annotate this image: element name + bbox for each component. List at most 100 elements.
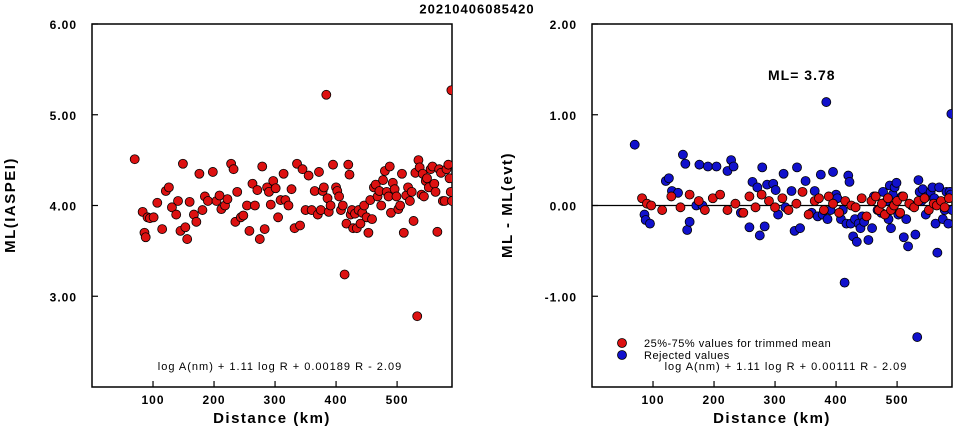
right-data-point-rejected (786, 186, 797, 196)
left-data-point (152, 197, 163, 208)
left-y-tick-label: 3.00 (50, 290, 77, 304)
right-data-point-rejected (828, 167, 838, 177)
right-data-point-rejected (886, 223, 896, 234)
left-data-point (339, 269, 350, 280)
left-data-point (207, 167, 218, 177)
left-data-point (182, 234, 193, 244)
right-data-point-trimmed (861, 211, 872, 222)
left-data-point (244, 226, 255, 236)
legend-label-rejected: Rejected values (644, 350, 730, 362)
right-data-point-rejected (863, 235, 874, 245)
right-data-point-rejected (682, 225, 693, 235)
left-data-point (295, 220, 305, 231)
left-x-tick-label: 200 (203, 393, 226, 407)
right-data-point-trimmed (699, 205, 710, 215)
right-data-point-trimmed (895, 207, 906, 218)
right-data-point-rejected (867, 223, 877, 234)
right-data-point-trimmed (850, 202, 861, 213)
left-data-point (443, 159, 452, 170)
right-data-point-trimmed (803, 209, 814, 220)
right-data-point-trimmed (783, 205, 794, 215)
left-data-point (148, 212, 159, 223)
left-data-point (447, 196, 452, 206)
left-data-point (180, 222, 191, 233)
right-data-point-trimmed (770, 202, 780, 213)
left-data-point (321, 89, 332, 100)
left-formula: log A(nm) + 1.11 log R + 0.00189 R - 2.0… (158, 361, 402, 373)
left-y-axis-label: ML(IASPEI) (2, 157, 19, 253)
right-data-point-rejected (680, 158, 691, 169)
left-data-point (278, 168, 289, 179)
right-data-point-rejected (903, 241, 913, 252)
right-data-point-trimmed (730, 198, 741, 209)
right-data-point-trimmed (715, 189, 726, 200)
right-data-point-trimmed (823, 191, 834, 202)
right-data-point-trimmed (876, 198, 887, 209)
right-data-point-trimmed (738, 207, 749, 218)
right-x-tick-label: 400 (825, 393, 848, 407)
right-data-point-rejected (694, 159, 705, 170)
right-data-point-rejected (759, 221, 770, 232)
right-data-point-trimmed (818, 205, 829, 215)
right-data-point-rejected (645, 218, 655, 229)
right-x-tick-label: 500 (886, 393, 909, 407)
right-y-tick-label: -1.00 (545, 290, 577, 304)
right-data-point-rejected (770, 185, 781, 195)
left-panel: 100 200 300 400 500 3.00 4.00 5.00 6.00 log A(nm… (2, 18, 453, 427)
left-data-point (384, 161, 395, 172)
left-y-tick-label: 4.00 (50, 200, 77, 214)
left-data-point (252, 185, 263, 195)
left-data-point (315, 205, 326, 215)
right-data-point-rejected (684, 216, 695, 227)
left-data-point (129, 154, 140, 165)
left-data-point (157, 224, 168, 234)
right-data-point-trimmed (944, 193, 952, 204)
right-data-point-rejected (800, 176, 811, 186)
legend-label-trimmed: 25%-75% values for trimmed mean (644, 338, 831, 350)
right-data-point-trimmed (828, 198, 838, 209)
right-panel: 100 200 300 400 500 -1.00 0.00 1.00 2.00 ML= 3.7… (499, 18, 953, 427)
right-data-point-trimmed (919, 193, 930, 204)
left-data-point (173, 196, 183, 206)
right-data-point-trimmed (870, 191, 881, 202)
left-data-point (270, 183, 281, 194)
right-data-point-trimmed (856, 193, 867, 204)
right-data-point-rejected (839, 277, 850, 288)
figure-title: 20210406085420 (419, 1, 534, 16)
left-data-point (376, 200, 387, 211)
right-data-point-trimmed (814, 193, 824, 204)
left-data-point (344, 169, 355, 180)
left-data-point (197, 205, 208, 215)
right-data-point-trimmed (693, 196, 704, 206)
left-data-point (228, 164, 239, 175)
left-data-point (429, 178, 440, 189)
right-data-point-rejected (678, 149, 688, 160)
left-data-point (367, 214, 377, 225)
right-x-tick-label: 100 (642, 393, 665, 407)
left-data-point (412, 311, 423, 322)
right-data-point-rejected (910, 229, 921, 240)
left-x-tick-label: 300 (264, 393, 287, 407)
left-data-point (395, 200, 406, 211)
left-data-point (359, 200, 370, 211)
right-data-point-rejected (930, 218, 941, 229)
left-data-point (318, 182, 329, 193)
right-data-point-rejected (901, 214, 912, 225)
legend-marker-rejected (617, 350, 627, 360)
right-data-point-trimmed (684, 189, 695, 200)
right-y-tick-label: 2.00 (550, 18, 577, 32)
left-data-point (446, 85, 452, 96)
left-data-point (378, 175, 388, 185)
left-data-point (283, 200, 294, 211)
left-x-tick-label: 100 (142, 393, 165, 407)
left-data-point (265, 199, 276, 210)
left-data-point (171, 209, 182, 220)
right-data-point-rejected (792, 162, 802, 173)
right-data-point-rejected (809, 186, 820, 196)
right-data-point-trimmed (898, 191, 909, 202)
left-data-point (314, 167, 324, 177)
right-data-point-trimmed (834, 207, 845, 218)
left-data-point (432, 226, 443, 237)
right-data-point-trimmed (883, 193, 893, 204)
left-data-point (430, 186, 441, 197)
